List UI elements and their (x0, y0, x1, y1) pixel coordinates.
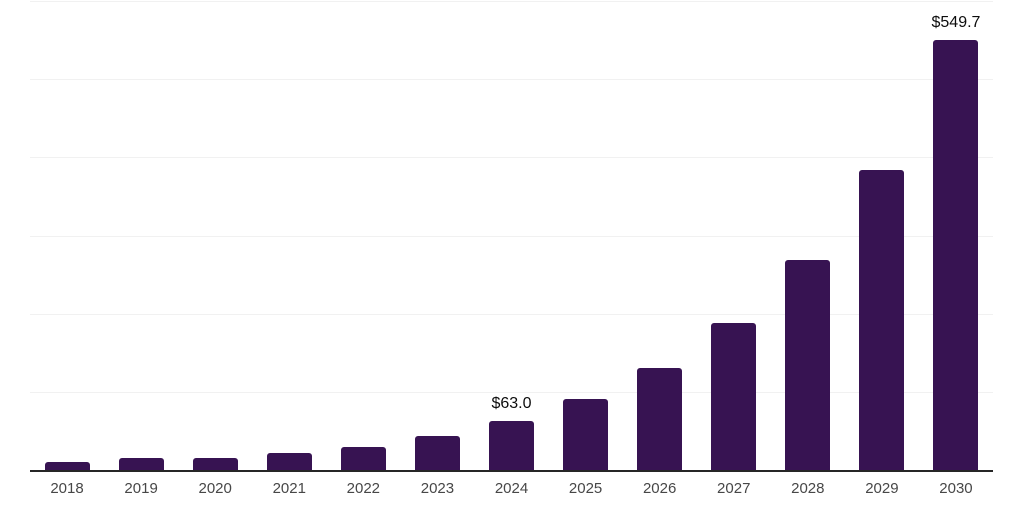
x-tick-2027: 2027 (717, 480, 751, 497)
x-tick-2028: 2028 (791, 480, 825, 497)
gridline-200 (30, 313, 993, 315)
bar-slot-2018 (30, 1, 104, 470)
bar-slot-2026 (623, 1, 697, 470)
bar-2020 (192, 457, 238, 470)
bar-slot-2025 (549, 1, 623, 470)
x-tick-2020: 2020 (198, 480, 232, 497)
bar-slot-2030: $549.7 (919, 1, 993, 470)
x-axis: 2018 2019 2020 2021 2022 2023 2024 2025 2026 2027… (30, 480, 993, 497)
bar-2025 (563, 399, 609, 470)
x-tick-2022: 2022 (346, 480, 381, 497)
bar-slot-2023 (400, 1, 474, 470)
bar-2019 (118, 458, 164, 470)
x-tick-2026: 2026 (642, 480, 677, 497)
bar-slot-2027 (697, 1, 771, 470)
gridline-300 (30, 235, 993, 237)
data-label-2030: $549.7 (931, 14, 981, 32)
x-tick-2024: 2024 (494, 480, 529, 497)
bars-container: $63.0 $549.7 (30, 1, 993, 470)
bar-2028 (785, 259, 831, 470)
bar-slot-2029 (845, 1, 919, 470)
x-tick-2025: 2025 (568, 480, 603, 497)
bar-2029 (859, 169, 905, 470)
x-tick-2030: 2030 (939, 480, 973, 497)
bar-2022 (340, 447, 386, 470)
x-tick-2019: 2019 (124, 480, 158, 497)
plot-area: $63.0 $549.7 (30, 1, 993, 472)
bar-2021 (266, 452, 312, 470)
bar-2030 (933, 40, 979, 470)
x-tick-2023: 2023 (420, 480, 455, 497)
bar-2024 (489, 420, 534, 470)
bar-slot-2021 (252, 1, 326, 470)
bar-2027 (711, 323, 757, 470)
gridline-500 (30, 79, 993, 81)
bar-2026 (637, 367, 683, 470)
gridline-600 (30, 1, 993, 2)
data-label-2024: $63.0 (491, 394, 532, 412)
bar-slot-2028 (771, 1, 845, 470)
x-tick-2021: 2021 (272, 480, 306, 497)
bar-slot-2024: $63.0 (474, 1, 548, 470)
gridline-400 (30, 157, 993, 159)
x-tick-2029: 2029 (865, 480, 899, 497)
bar-slot-2022 (326, 1, 400, 470)
bar-slot-2020 (178, 1, 252, 470)
bar-2023 (414, 436, 460, 470)
gridline-100 (30, 391, 993, 393)
bar-slot-2019 (104, 1, 178, 470)
bar-2018 (44, 461, 90, 470)
x-tick-2018: 2018 (50, 480, 84, 497)
